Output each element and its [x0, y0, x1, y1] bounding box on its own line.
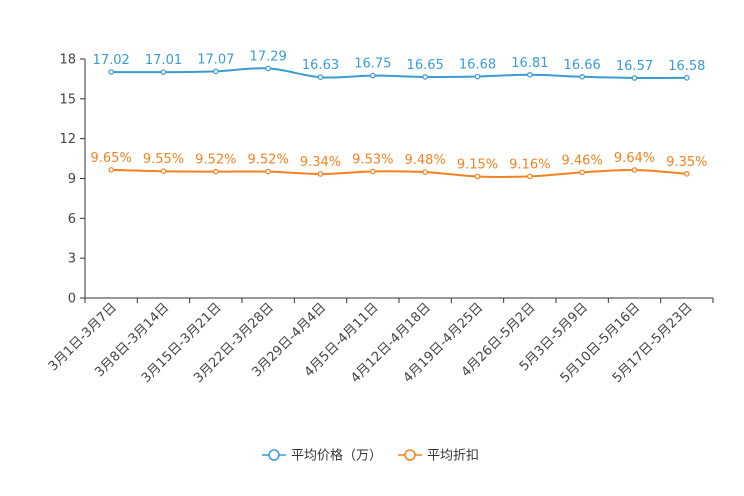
legend-label: 平均价格（万）: [291, 448, 382, 464]
data-label: 16.63: [302, 58, 339, 73]
data-point[interactable]: [474, 173, 481, 180]
data-label: 16.65: [407, 58, 444, 73]
legend-marker-icon: [404, 449, 416, 461]
legend[interactable]: 平均价格（万） 平均折扣: [262, 448, 479, 464]
y-tick-label: 0: [68, 292, 76, 307]
y-tick-label: 9: [68, 172, 76, 187]
data-point[interactable]: [160, 168, 167, 174]
series-line: [111, 67, 687, 80]
y-tick-label: 18: [59, 53, 76, 68]
data-point[interactable]: [527, 173, 533, 180]
data-point[interactable]: [422, 74, 428, 80]
data-label: 16.75: [354, 57, 391, 72]
data-point[interactable]: [631, 75, 638, 81]
data-point[interactable]: [684, 75, 690, 81]
legend-item-1[interactable]: 平均价格（万）: [262, 448, 382, 464]
y-tick-label: 6: [68, 212, 76, 227]
legend-marker-icon: [268, 449, 280, 461]
data-point[interactable]: [684, 171, 690, 177]
data-point[interactable]: [370, 168, 376, 175]
data-point[interactable]: [422, 169, 428, 175]
data-label: 16.68: [459, 58, 496, 73]
series-layer: 17.02 17.01 17.07 17.29 16.63 16.75 16.65 16.68…: [91, 49, 707, 180]
data-point[interactable]: [265, 65, 271, 72]
y-tick-label: 12: [59, 132, 76, 147]
data-point[interactable]: [579, 73, 585, 80]
series-2: 9.65% 9.55% 9.52% 9.52% 9.34% 9.53% 9.48% 9.15%…: [91, 151, 707, 180]
data-label: 9.15%: [457, 158, 498, 173]
data-label: 17.02: [93, 53, 130, 68]
data-label: 9.46%: [562, 153, 603, 168]
data-label: 17.29: [250, 49, 287, 64]
data-label: 16.57: [616, 59, 653, 74]
data-label: 9.53%: [352, 152, 393, 167]
data-label: 17.07: [197, 52, 234, 67]
data-point[interactable]: [474, 73, 481, 80]
x-axis: 3月1日-3月7日3月8日-3月14日3月15日-3月21日3月22日-3月28…: [46, 297, 714, 386]
data-label: 9.16%: [509, 157, 550, 172]
data-label: 9.52%: [248, 153, 289, 168]
data-label: 16.81: [511, 56, 548, 71]
data-point[interactable]: [213, 168, 219, 175]
data-point[interactable]: [370, 72, 376, 79]
data-point[interactable]: [317, 171, 324, 177]
data-point[interactable]: [213, 68, 219, 75]
data-label: 9.34%: [300, 155, 341, 170]
data-label: 9.55%: [143, 152, 184, 167]
legend-item-2[interactable]: 平均折扣: [398, 449, 479, 464]
data-label: 17.01: [145, 53, 182, 68]
data-label: 9.48%: [405, 153, 446, 168]
data-label: 9.65%: [91, 151, 132, 166]
y-tick-label: 15: [59, 92, 76, 107]
series-1: 17.02 17.01 17.07 17.29 16.63 16.75 16.65 16.68…: [93, 49, 705, 81]
data-label: 9.64%: [614, 151, 655, 166]
data-label: 16.58: [668, 59, 705, 74]
legend-label: 平均折扣: [427, 449, 479, 464]
data-point[interactable]: [631, 167, 638, 173]
data-point[interactable]: [527, 72, 533, 78]
data-point[interactable]: [317, 74, 324, 80]
y-tick-label: 3: [68, 252, 76, 267]
y-axis: 0 3 6 9 12 15 18: [59, 53, 86, 307]
data-label: 9.35%: [666, 155, 707, 170]
series-line: [111, 168, 687, 179]
data-point[interactable]: [108, 69, 114, 75]
data-label: 16.66: [564, 58, 601, 73]
data-label: 9.52%: [195, 153, 236, 168]
data-point[interactable]: [265, 168, 271, 175]
data-point[interactable]: [160, 69, 167, 75]
data-point[interactable]: [579, 169, 585, 176]
data-point[interactable]: [108, 167, 114, 173]
